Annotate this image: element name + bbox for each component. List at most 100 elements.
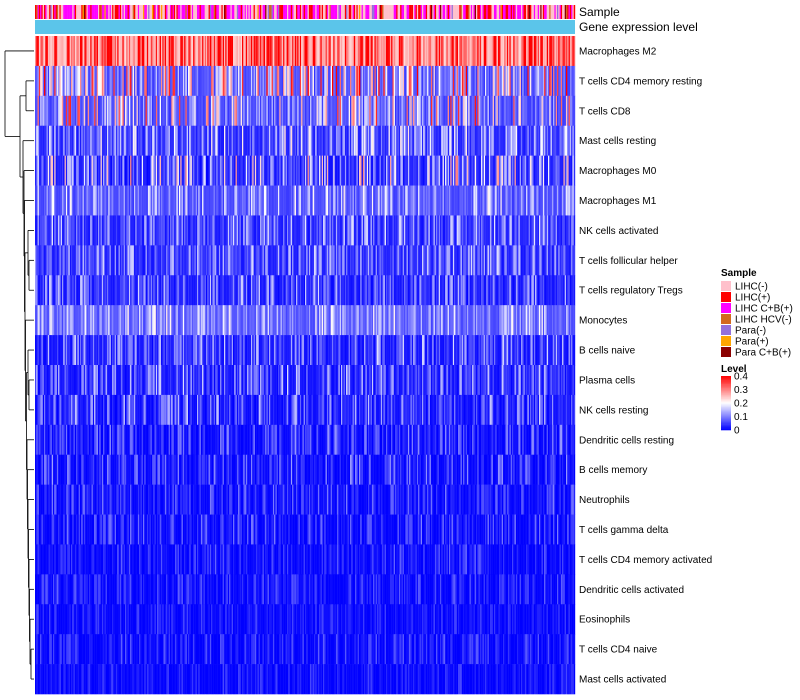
heatmap-cell <box>333 36 335 67</box>
heatmap-cell <box>497 65 500 97</box>
heatmap-cell <box>261 65 263 97</box>
heatmap-cell <box>539 65 541 97</box>
heatmap-cell <box>266 185 268 216</box>
heatmap-cell <box>80 36 82 67</box>
sample-annotation-cell <box>294 5 297 19</box>
heatmap-cell <box>162 155 164 186</box>
sample-annotation-cell <box>393 5 396 19</box>
heatmap-cell <box>522 245 524 276</box>
heatmap-cell <box>173 125 176 156</box>
heatmap-cell <box>374 36 376 67</box>
heatmap-cell <box>155 275 158 306</box>
heatmap-cell <box>343 215 346 246</box>
heatmap-cell <box>351 155 353 186</box>
heatmap-cell <box>337 215 339 246</box>
heatmap-cell <box>524 185 527 216</box>
heatmap-cell <box>335 335 338 366</box>
heatmap-cell <box>65 155 68 186</box>
heatmap-cell <box>179 95 181 127</box>
heatmap-cell <box>230 125 232 156</box>
heatmap-cell <box>298 245 301 276</box>
heatmap-cell <box>305 95 307 127</box>
heatmap-cell <box>233 36 235 67</box>
heatmap-cell <box>229 215 231 246</box>
heatmap-cell <box>35 125 37 156</box>
heatmap-cell <box>209 95 212 127</box>
heatmap-cell <box>55 155 58 186</box>
heatmap-cell <box>315 95 317 127</box>
heatmap-cell <box>245 185 248 216</box>
heatmap-cell <box>108 65 110 97</box>
heatmap-cell <box>172 155 175 186</box>
heatmap-cell <box>416 305 419 336</box>
heatmap-cell <box>166 305 168 336</box>
heatmap-cell <box>449 275 451 306</box>
heatmap-cell <box>249 185 252 216</box>
sample-annotation-cell <box>321 5 324 19</box>
heatmap-cell <box>298 275 301 306</box>
heatmap-cell <box>467 125 469 156</box>
heatmap-cell <box>550 245 553 276</box>
heatmap-cell <box>270 125 272 156</box>
heatmap-cell <box>316 65 319 97</box>
heatmap-cell <box>118 36 121 67</box>
heatmap-cell <box>77 215 79 246</box>
heatmap-cell <box>247 335 249 366</box>
heatmap-cell <box>481 125 483 156</box>
heatmap-cell <box>83 305 86 336</box>
heatmap-cell <box>278 185 280 216</box>
heatmap-cell <box>96 185 99 216</box>
heatmap-cell <box>535 245 537 276</box>
heatmap-cell <box>348 185 351 216</box>
heatmap-cell <box>140 155 142 186</box>
heatmap-cell <box>182 245 185 276</box>
heatmap-cell <box>107 215 109 246</box>
heatmap-cell <box>128 335 131 366</box>
heatmap-cell <box>170 65 172 97</box>
heatmap-cell <box>248 36 250 67</box>
heatmap-cell <box>99 275 101 306</box>
heatmap-cell <box>414 245 416 276</box>
heatmap-cell <box>527 275 529 306</box>
heatmap-cell <box>382 245 384 276</box>
heatmap-cell <box>265 185 267 216</box>
heatmap-cell <box>423 155 425 186</box>
heatmap-cell <box>528 36 531 67</box>
sample-annotation-cell <box>256 5 258 19</box>
heatmap-cell <box>55 245 58 276</box>
heatmap-cell <box>428 215 430 246</box>
heatmap-cell <box>96 335 99 366</box>
heatmap-cell <box>491 95 493 127</box>
sample-annotation-cell <box>148 5 150 19</box>
heatmap-cell <box>347 245 349 276</box>
heatmap-cell <box>99 125 101 156</box>
heatmap-cell <box>136 335 139 366</box>
heatmap-cell <box>63 95 65 127</box>
heatmap-cell <box>77 125 79 156</box>
sample-annotation-cell <box>492 5 495 19</box>
heatmap-cell <box>176 65 178 97</box>
heatmap-cell <box>82 245 85 276</box>
sample-annotation-cell <box>243 5 245 19</box>
heatmap-cell <box>368 275 370 306</box>
heatmap-cell <box>193 335 195 366</box>
heatmap-cell <box>216 335 218 366</box>
heatmap-body <box>35 36 576 695</box>
heatmap-cell <box>143 95 145 127</box>
heatmap-cell <box>101 95 104 127</box>
heatmap-cell <box>346 125 348 156</box>
heatmap-cell <box>55 95 58 127</box>
sample-annotation-cell <box>329 5 331 19</box>
heatmap-cell <box>308 215 311 246</box>
heatmap-cell <box>397 215 400 246</box>
heatmap-cell <box>436 305 438 336</box>
heatmap-cell <box>359 155 361 186</box>
heatmap-cell <box>90 155 92 186</box>
heatmap-cell <box>488 185 491 216</box>
heatmap-cell <box>226 185 229 216</box>
heatmap-cell <box>370 65 373 97</box>
heatmap-cell <box>161 125 163 156</box>
heatmap-cell <box>441 245 443 276</box>
heatmap-cell <box>38 36 41 67</box>
heatmap-cell <box>257 185 259 216</box>
